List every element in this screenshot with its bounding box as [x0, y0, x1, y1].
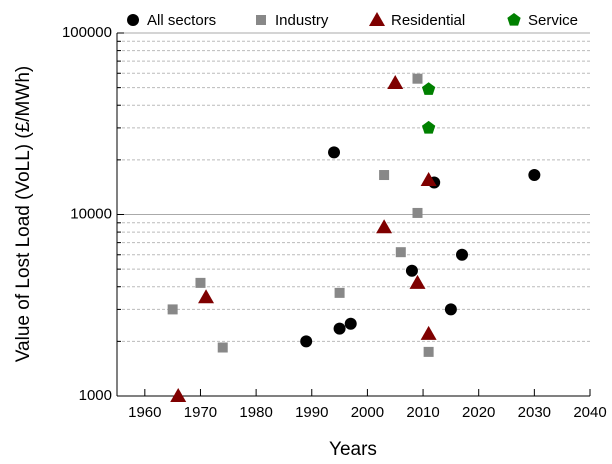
point — [328, 146, 341, 159]
point — [420, 171, 437, 186]
x-tick-label: 1980 — [239, 404, 272, 421]
point — [395, 247, 406, 258]
point — [333, 322, 346, 335]
point — [421, 82, 436, 95]
x-axis-label: Years — [329, 439, 377, 459]
point — [412, 73, 423, 84]
point — [412, 207, 423, 218]
point — [409, 274, 426, 289]
legend-label: Industry — [275, 12, 329, 29]
point — [423, 346, 434, 357]
y-tick-label: 10000 — [70, 205, 112, 222]
legend-marker — [369, 12, 385, 26]
x-tick-label: 1990 — [295, 404, 328, 421]
x-tick-label: 2030 — [518, 404, 551, 421]
point — [421, 120, 436, 134]
point — [405, 264, 418, 277]
legend-label: All sectors — [147, 12, 216, 29]
legend-label: Service — [528, 12, 578, 29]
legend-label: Residential — [391, 12, 465, 29]
x-tick-label: 2000 — [351, 404, 384, 421]
y-tick-label: 1000 — [79, 387, 112, 404]
point — [195, 277, 206, 288]
legend-marker — [127, 14, 139, 26]
legend-marker — [507, 13, 521, 26]
point — [167, 304, 178, 315]
point — [387, 75, 404, 90]
point — [217, 342, 228, 353]
point — [334, 287, 345, 298]
point — [528, 169, 541, 182]
legend-marker — [256, 15, 266, 25]
point — [170, 388, 187, 402]
point — [420, 325, 437, 340]
x-tick-label: 1970 — [184, 404, 217, 421]
point — [198, 289, 215, 304]
point — [379, 170, 390, 181]
point — [444, 303, 457, 316]
x-tick-label: 2020 — [462, 404, 495, 421]
y-tick-label: 100000 — [62, 24, 112, 41]
point — [344, 317, 357, 330]
point — [300, 335, 313, 348]
point — [456, 248, 469, 261]
y-axis-label: Value of Lost Load (VoLL) (£/MWh) — [13, 66, 34, 362]
point — [376, 219, 393, 234]
x-tick-label: 1960 — [128, 404, 161, 421]
x-tick-label: 2040 — [573, 404, 606, 421]
x-tick-label: 2010 — [406, 404, 439, 421]
